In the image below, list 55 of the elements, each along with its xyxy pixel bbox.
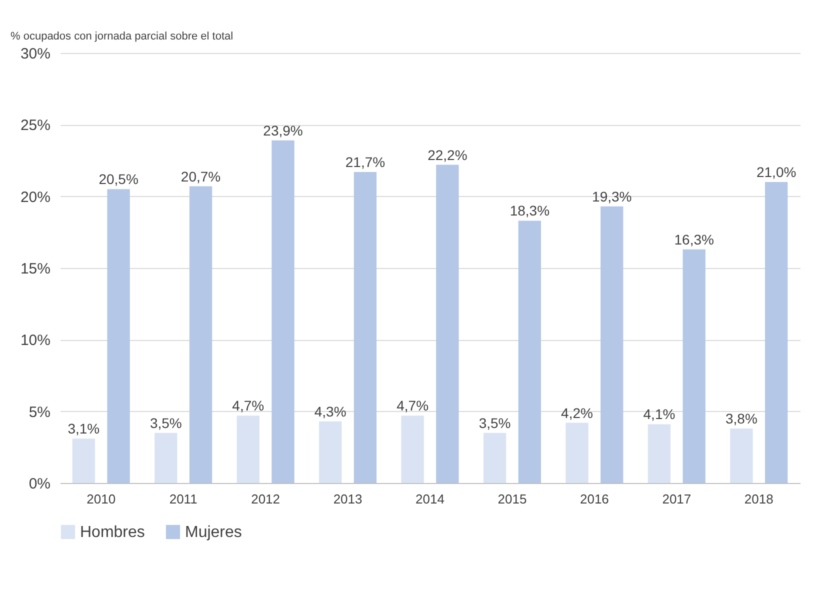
bar	[107, 189, 130, 483]
y-tick-label: 25%	[20, 117, 50, 134]
y-tick-label: 15%	[20, 260, 50, 278]
x-tick-label: 2013	[333, 492, 362, 506]
bar	[682, 249, 706, 483]
bar	[72, 438, 96, 483]
x-tick-label: 2011	[169, 492, 198, 506]
data-label: 16,3%	[674, 231, 714, 248]
y-tick-label: 5%	[28, 404, 50, 421]
data-label: 3,5%	[150, 414, 182, 431]
y-tick-label: 30%	[20, 46, 50, 62]
data-label: 18,3%	[510, 202, 550, 219]
data-label: 4,2%	[561, 404, 593, 421]
bar	[730, 428, 753, 483]
bar	[154, 432, 178, 483]
bar	[600, 206, 624, 483]
legend-label: Mujeres	[185, 524, 242, 541]
bar	[236, 416, 260, 483]
data-label: 20,5%	[98, 171, 138, 188]
data-label: 4,3%	[314, 403, 346, 420]
bar	[518, 220, 541, 483]
data-label: 3,5%	[478, 414, 511, 431]
data-label: 21,7%	[345, 154, 386, 170]
bar	[566, 422, 588, 483]
bar	[319, 421, 342, 483]
data-label: 22,2%	[428, 146, 468, 163]
x-tick-label: 2017	[662, 492, 692, 506]
x-tick-label: 2014	[416, 492, 444, 506]
data-label: 19,3%	[592, 188, 632, 204]
data-label: 3,1%	[68, 420, 100, 437]
bar	[483, 432, 506, 483]
x-tick-label: 2015	[498, 492, 527, 506]
bar	[272, 140, 294, 483]
bar	[401, 416, 424, 483]
bar	[764, 182, 788, 483]
bar	[648, 424, 671, 483]
y-tick-label: 10%	[20, 332, 50, 350]
x-tick-label: 2018	[744, 492, 774, 506]
data-label: 3,8%	[725, 410, 758, 427]
bar	[189, 186, 212, 483]
bar	[436, 164, 459, 483]
y-axis-title: % ocupados con jornada parcial sobre el total	[10, 30, 234, 42]
y-tick-label: 20%	[20, 188, 50, 206]
data-label: 4,7%	[396, 398, 429, 414]
data-label: 4,1%	[643, 406, 676, 422]
x-tick-label: 2016	[580, 492, 609, 506]
legend-label: Hombres	[80, 524, 145, 541]
data-label: 20,7%	[180, 168, 221, 184]
y-tick-label: 0%	[28, 476, 50, 492]
data-label: 21,0%	[756, 164, 796, 180]
data-label: 4,7%	[232, 398, 264, 414]
data-label: 23,9%	[263, 122, 303, 138]
x-tick-label: 2012	[251, 492, 280, 506]
x-tick-label: 2010	[86, 492, 116, 506]
bar	[354, 172, 377, 483]
